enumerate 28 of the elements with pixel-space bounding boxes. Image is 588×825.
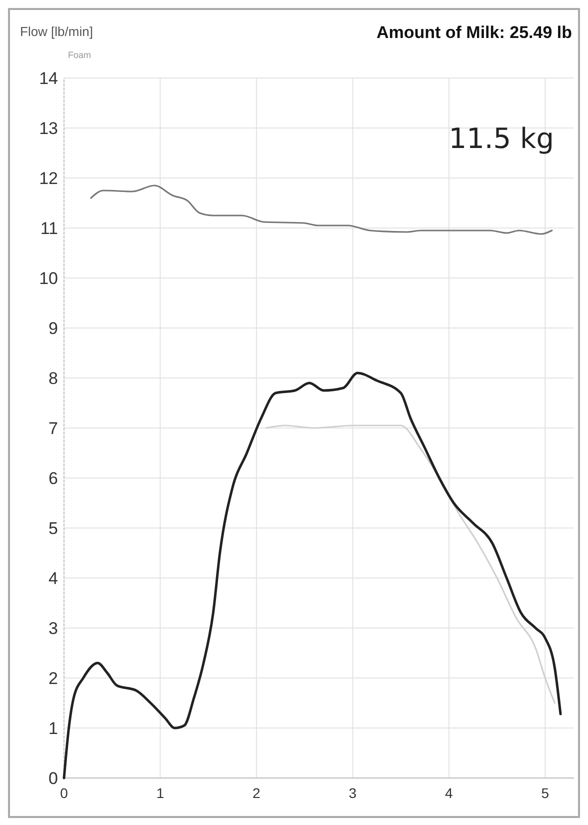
x-tick-label: 0: [60, 785, 68, 801]
y-tick-label: 12: [39, 168, 58, 188]
y-tick-label: 8: [48, 368, 58, 388]
y-tick-label: 0: [48, 768, 58, 788]
x-tick-label: 3: [348, 785, 357, 801]
y-tick-label: 9: [48, 318, 58, 338]
y-tick-label: 1: [48, 718, 58, 738]
y-tick-label: 10: [39, 268, 58, 288]
x-tick-label: 2: [252, 785, 261, 801]
line-series: [90, 184, 553, 235]
chart-title: Amount of Milk: 25.49 lb: [376, 23, 572, 42]
x-tick-label: 1: [156, 785, 164, 801]
line-series: [62, 372, 562, 780]
y-tick-label: 3: [48, 618, 58, 638]
y-tick-label: 14: [39, 68, 58, 88]
y-axis-title: Flow [lb/min]: [20, 24, 93, 39]
y-tick-label: 5: [48, 518, 58, 538]
x-tick-label: 5: [541, 785, 550, 801]
y-tick-label: 2: [48, 668, 58, 688]
y-tick-label: 6: [48, 468, 58, 488]
y-tick-label: 4: [48, 568, 58, 588]
y-tick-label: 7: [48, 418, 58, 438]
text: Foam: [68, 50, 92, 60]
y-tick-label: 11: [40, 218, 58, 238]
x-tick-label: 4: [445, 785, 454, 801]
y-tick-label: 13: [39, 118, 58, 138]
line-series: [265, 424, 556, 704]
annotation: 11.5 kg: [448, 122, 554, 155]
